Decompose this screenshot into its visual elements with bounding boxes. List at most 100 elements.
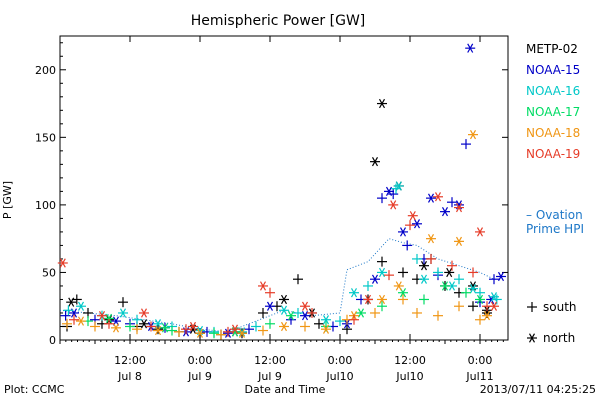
north-point [489,301,499,311]
x-tick-label-date: Jul11 [465,370,493,383]
series-noaa-17 [83,281,485,339]
x-tick-label-date: Jul 9 [187,370,212,383]
north-point [76,301,86,311]
south-point [244,324,254,335]
north-point [300,311,310,321]
north-point [419,274,429,284]
north-point [426,193,436,203]
north-point [489,292,499,302]
south-point [468,267,478,278]
north-point [475,227,485,237]
north-point [370,274,380,284]
legend-ovation-line1: – Ovation [526,208,583,222]
north-point [265,301,275,311]
north-point [363,294,373,305]
south-point [223,326,233,337]
x-tick-label-date: Jul10 [325,370,353,383]
south-point [349,314,359,325]
series-noaa-16 [63,181,502,337]
north-point [57,258,68,268]
north-point [475,294,485,305]
south-point [174,326,184,337]
north-point [482,311,492,321]
y-axis: 0 50 100 150 200 [35,42,508,347]
south-point [69,314,79,325]
south-point [71,294,82,305]
legend-entry-noaa-18: NOAA-18 [526,126,580,140]
south-point [300,321,310,332]
north-point [139,308,149,318]
north-point [393,181,404,191]
south-point [293,307,303,318]
x-tick-label-time: 12:00 [254,354,286,367]
x-tick-label-time: 0:00 [468,354,493,367]
south-point [402,240,413,251]
north-point [279,321,289,332]
south-point [388,189,399,200]
series-noaa-19 [57,192,499,337]
north-point [465,43,476,53]
south-point [104,318,114,329]
north-point [356,308,366,318]
south-point [307,307,317,318]
south-point [454,274,464,285]
north-point [286,311,296,321]
south-point [342,324,352,335]
legend-entry-metp-02: METP-02 [526,42,578,56]
north-point [377,267,387,278]
north-point [118,308,128,318]
legend: METP-02 NOAA-15 NOAA-16 NOAA-17 NOAA-18 NOAA-… [526,42,584,345]
south-point [63,305,74,316]
plot-frame [59,35,509,341]
legend-south-label: south [543,300,577,314]
south-point [181,324,191,335]
north-point [230,324,240,334]
north-point [349,288,359,298]
north-point [527,333,537,343]
south-point [90,321,100,332]
y-tick-label: 150 [35,131,56,144]
south-point [314,318,324,329]
legend-entry-noaa-19: NOAA-19 [526,147,580,161]
south-point [527,302,537,312]
south-point [293,274,303,285]
footer-left: Plot: CCMC [4,383,65,396]
north-point [468,284,478,294]
x-tick-label-time: 0:00 [328,354,353,367]
south-point [475,314,485,325]
south-point [363,280,373,291]
north-point [388,200,399,210]
north-point [440,207,450,217]
north-point [104,313,114,324]
north-point [419,261,429,271]
south-point [454,301,464,312]
north-point [97,311,107,321]
x-tick-label-date: Jul 9 [257,370,282,383]
south-point [265,287,275,298]
north-point [426,234,436,244]
y-axis-label: P [GW] [1,181,14,219]
north-point [111,323,121,333]
south-point [426,253,436,264]
south-point [335,316,345,327]
south-point [384,270,394,281]
south-point [475,287,485,298]
north-point [139,319,149,329]
south-point [167,325,177,336]
north-point [370,157,380,167]
north-point [258,281,268,291]
x-tick-label-date: Jul 8 [117,370,142,383]
south-point [377,301,387,312]
north-point [76,316,86,326]
x-tick-label-time: 12:00 [394,354,426,367]
north-point [496,271,506,282]
north-point [384,186,394,197]
north-point [153,325,163,336]
north-point [407,211,418,221]
legend-north-label: north [543,331,575,345]
north-point [195,328,205,338]
south-point [251,321,261,332]
north-point [468,130,478,140]
legend-entry-noaa-16: NOAA-16 [526,84,580,98]
